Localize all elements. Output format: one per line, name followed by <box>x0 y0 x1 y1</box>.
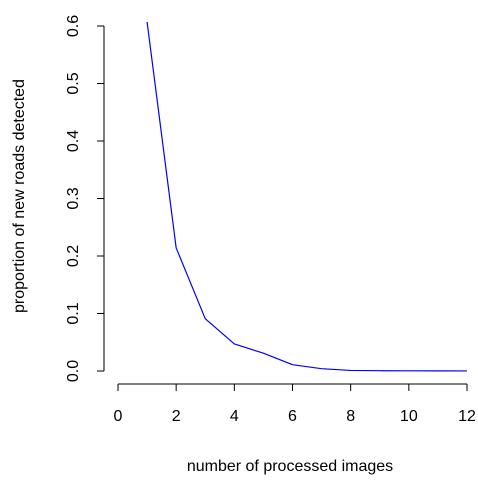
y-axis-label: proportion of new roads detected <box>11 79 28 313</box>
y-tick-label: 0.6 <box>65 15 82 37</box>
x-tick-label: 4 <box>230 408 239 425</box>
y-axis: 0.0 0.1 0.2 0.3 0.4 0.5 0.6 <box>65 15 105 382</box>
x-tick-label: 8 <box>346 408 355 425</box>
x-axis-label: number of processed images <box>187 458 393 475</box>
y-tick-label: 0.2 <box>65 245 82 267</box>
x-tick-label: 10 <box>400 408 418 425</box>
y-tick-label: 0.0 <box>65 360 82 382</box>
series-line <box>146 21 468 372</box>
x-tick-label: 12 <box>458 408 476 425</box>
x-axis: 0 2 4 6 8 10 12 <box>114 383 476 425</box>
x-tick-label: 2 <box>172 408 181 425</box>
y-tick-label: 0.1 <box>65 302 82 324</box>
y-tick-label: 0.3 <box>65 187 82 209</box>
series-layer <box>146 21 468 372</box>
y-tick-label: 0.4 <box>65 130 82 152</box>
x-tick-label: 6 <box>288 408 297 425</box>
x-tick-label: 0 <box>114 408 123 425</box>
y-tick-label: 0.5 <box>65 72 82 94</box>
